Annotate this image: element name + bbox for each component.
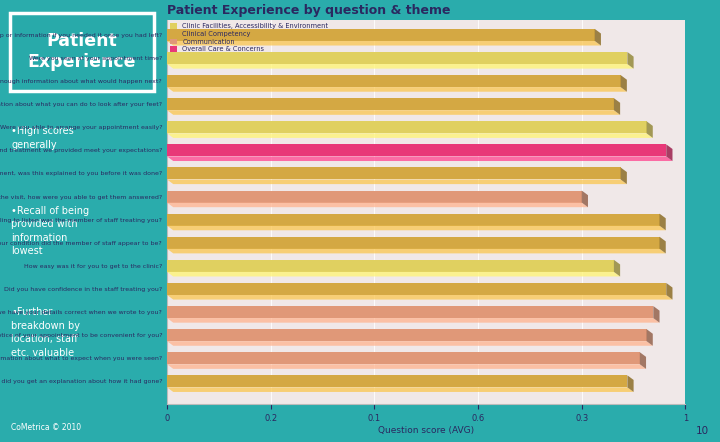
Polygon shape [167, 387, 634, 392]
Bar [167, 306, 653, 318]
Bar [167, 375, 627, 387]
Polygon shape [167, 249, 666, 253]
Polygon shape [167, 133, 653, 138]
Bar [167, 75, 621, 87]
Polygon shape [167, 272, 620, 277]
Polygon shape [167, 364, 646, 369]
FancyBboxPatch shape [10, 13, 154, 91]
Polygon shape [640, 352, 646, 369]
Bar [167, 191, 582, 202]
Polygon shape [167, 41, 601, 46]
Polygon shape [627, 375, 634, 392]
Bar [167, 168, 621, 179]
Bar [167, 121, 647, 133]
Polygon shape [647, 121, 653, 138]
Polygon shape [167, 318, 660, 323]
Polygon shape [595, 29, 601, 46]
Polygon shape [653, 306, 660, 323]
Polygon shape [660, 237, 666, 253]
Polygon shape [167, 341, 653, 346]
Polygon shape [167, 179, 627, 184]
Polygon shape [647, 329, 653, 346]
Polygon shape [666, 283, 672, 300]
Legend: Clinic Facilities, Accessibility & Environment, Clinical Competency, Communicati: Clinic Facilities, Accessibility & Envir… [171, 23, 328, 52]
Text: •Further
breakdown by
location, staff
etc. valuable: •Further breakdown by location, staff et… [12, 307, 81, 358]
Polygon shape [167, 295, 672, 300]
Polygon shape [621, 168, 627, 184]
Bar [167, 260, 614, 272]
Bar [167, 29, 595, 41]
Bar [167, 283, 666, 295]
Bar [167, 329, 647, 341]
Polygon shape [621, 75, 627, 92]
Bar [167, 145, 666, 156]
Polygon shape [582, 191, 588, 207]
Polygon shape [167, 156, 672, 161]
Polygon shape [627, 52, 634, 69]
Polygon shape [614, 260, 620, 277]
Bar [167, 213, 660, 226]
Text: •High scores
generally: •High scores generally [12, 126, 74, 149]
Polygon shape [167, 202, 588, 207]
Bar [167, 237, 660, 249]
Polygon shape [660, 213, 666, 230]
Text: Patient
Experience: Patient Experience [28, 32, 136, 72]
Polygon shape [666, 145, 672, 161]
Polygon shape [614, 98, 620, 115]
Text: •Recall of being
provided with
information
lowest: •Recall of being provided with informati… [12, 206, 89, 256]
Bar [167, 352, 640, 364]
Polygon shape [167, 226, 666, 230]
X-axis label: Question score (AVG): Question score (AVG) [378, 426, 474, 435]
Polygon shape [167, 87, 627, 92]
Bar [167, 98, 614, 110]
Text: CoMetrica © 2010: CoMetrica © 2010 [12, 423, 81, 432]
Text: 10: 10 [696, 426, 708, 436]
Polygon shape [167, 110, 620, 115]
Text: Patient Experience by question & theme: Patient Experience by question & theme [167, 4, 451, 17]
Bar [167, 52, 627, 64]
Polygon shape [167, 64, 634, 69]
